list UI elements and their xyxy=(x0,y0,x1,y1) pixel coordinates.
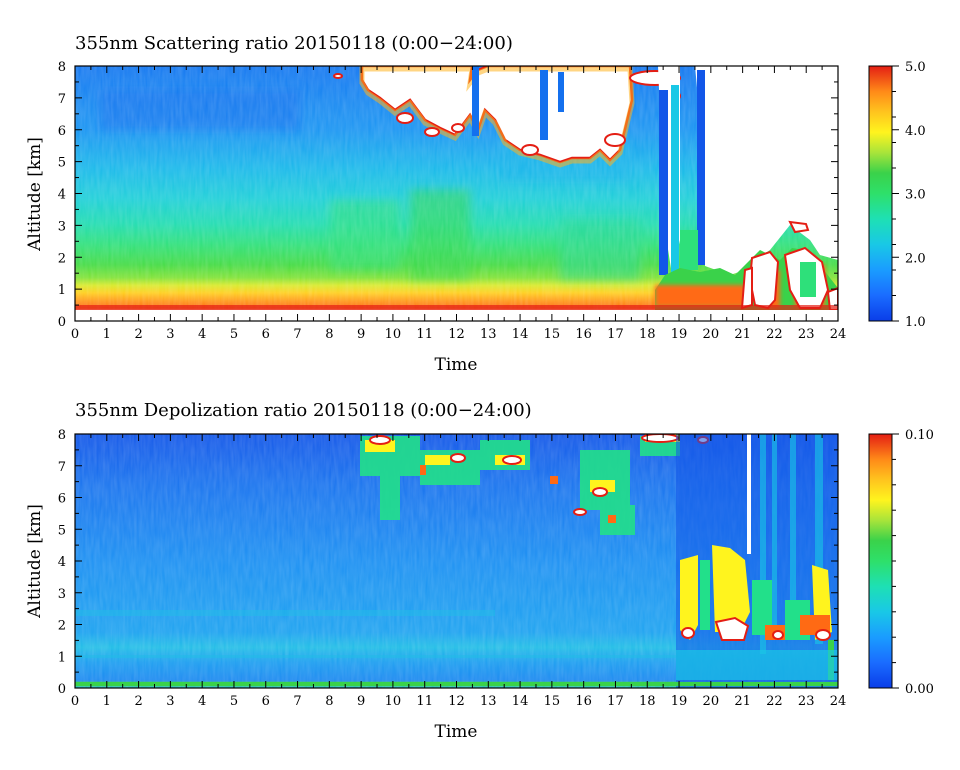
depolarization-colorbar-ticks: 0.00 0.10 xyxy=(892,428,934,697)
x-tick-label: 10 xyxy=(385,327,402,342)
y-tick-label: 2 xyxy=(58,619,66,634)
x-tick-label: 16 xyxy=(575,694,592,709)
x-tick-label: 3 xyxy=(166,327,174,342)
x-tick-label: 13 xyxy=(480,694,497,709)
x-tick-label: 0 xyxy=(71,694,79,709)
y-tick-label: 3 xyxy=(58,219,66,234)
x-tick-label: 22 xyxy=(766,694,783,709)
x-tick-label: 2 xyxy=(134,327,142,342)
cirrus-depol xyxy=(360,434,709,535)
y-tick-label: 1 xyxy=(58,283,66,298)
x-tick-label: 16 xyxy=(575,327,592,342)
scattering-colorbar-ticks: 1.0 2.0 3.0 4.0 5.0 xyxy=(892,60,926,330)
x-tick-label: 1 xyxy=(103,327,111,342)
x-tick-label: 23 xyxy=(798,694,815,709)
x-tick-label: 21 xyxy=(734,694,751,709)
x-tick-label: 20 xyxy=(703,694,720,709)
colorbar-tick-label: 5.0 xyxy=(905,60,926,75)
x-tick-label: 18 xyxy=(639,327,656,342)
x-tick-label: 13 xyxy=(480,327,497,342)
y-tick-label: 6 xyxy=(58,124,66,139)
scattering-x-label: Time xyxy=(435,355,478,375)
y-tick-label: 2 xyxy=(58,251,66,266)
x-tick-label: 24 xyxy=(830,694,847,709)
x-tick-label: 14 xyxy=(512,694,529,709)
x-tick-label: 20 xyxy=(703,327,720,342)
y-tick-label: 1 xyxy=(58,650,66,665)
no-signal-region xyxy=(632,66,838,280)
x-tick-label: 10 xyxy=(385,694,402,709)
x-tick-label: 22 xyxy=(766,327,783,342)
y-tick-label: 0 xyxy=(58,315,66,330)
cirrus-cloud xyxy=(333,66,681,168)
x-tick-label: 7 xyxy=(293,327,301,342)
depolarization-y-label: Altitude [km] xyxy=(25,504,45,619)
x-tick-label: 8 xyxy=(325,327,333,342)
x-tick-label: 5 xyxy=(230,694,238,709)
x-tick-label: 21 xyxy=(734,327,751,342)
scattering-axes: 0 1 2 3 4 5 6 7 8 9 10 11 12 13 14 15 16 17 18 19 20 21 22 23 24… xyxy=(58,60,847,342)
x-tick-label: 19 xyxy=(671,694,688,709)
y-tick-label: 6 xyxy=(58,492,66,507)
scattering-y-label: Altitude [km] xyxy=(25,137,45,252)
x-tick-label: 14 xyxy=(512,327,529,342)
depolarization-panel: 355nm Depolization ratio 20150118 (0:00−… xyxy=(25,400,934,742)
y-tick-label: 8 xyxy=(58,60,66,75)
depolarization-heatmap xyxy=(75,434,838,688)
y-tick-label: 7 xyxy=(58,460,66,475)
scattering-panel: 355nm Scattering ratio 20150118 (0:00−24… xyxy=(25,33,926,375)
y-tick-label: 8 xyxy=(58,428,66,443)
y-tick-label: 3 xyxy=(58,587,66,602)
x-tick-label: 12 xyxy=(448,694,465,709)
x-tick-label: 4 xyxy=(198,327,206,342)
y-tick-label: 0 xyxy=(58,682,66,697)
x-tick-label: 23 xyxy=(798,327,815,342)
x-tick-label: 3 xyxy=(166,694,174,709)
x-tick-label: 2 xyxy=(134,694,142,709)
scattering-colorbar xyxy=(868,65,893,322)
x-tick-label: 17 xyxy=(607,327,624,342)
scattering-title: 355nm Scattering ratio 20150118 (0:00−24… xyxy=(75,33,513,54)
y-tick-label: 5 xyxy=(58,156,66,171)
y-tick-label: 4 xyxy=(58,188,66,203)
x-tick-label: 11 xyxy=(416,327,433,342)
x-tick-label: 9 xyxy=(357,327,365,342)
depolarization-x-label: Time xyxy=(435,722,478,742)
y-tick-label: 7 xyxy=(58,92,66,107)
y-tick-label: 4 xyxy=(58,555,66,570)
depolarization-colorbar xyxy=(868,433,893,689)
colorbar-tick-label: 4.0 xyxy=(905,124,926,139)
x-tick-label: 11 xyxy=(416,694,433,709)
x-tick-label: 18 xyxy=(639,694,656,709)
x-tick-label: 12 xyxy=(448,327,465,342)
x-tick-label: 5 xyxy=(230,327,238,342)
depolarization-title: 355nm Depolization ratio 20150118 (0:00−… xyxy=(75,400,532,421)
x-tick-label: 17 xyxy=(607,694,624,709)
x-tick-label: 9 xyxy=(357,694,365,709)
x-tick-label: 15 xyxy=(544,327,561,342)
x-tick-label: 1 xyxy=(103,694,111,709)
colorbar-tick-label: 0.00 xyxy=(905,682,934,697)
x-tick-label: 0 xyxy=(71,327,79,342)
colorbar-tick-label: 1.0 xyxy=(905,315,926,330)
x-tick-label: 7 xyxy=(293,694,301,709)
low-cloud-region xyxy=(655,220,838,312)
y-tick-label: 5 xyxy=(58,523,66,538)
colorbar-tick-label: 3.0 xyxy=(905,188,926,203)
colorbar-tick-label: 2.0 xyxy=(905,251,926,266)
colorbar-tick-label: 0.10 xyxy=(905,428,934,443)
x-tick-label: 15 xyxy=(544,694,561,709)
x-tick-label: 6 xyxy=(262,327,270,342)
x-tick-label: 19 xyxy=(671,327,688,342)
x-tick-label: 4 xyxy=(198,694,206,709)
depolarization-axes: 0 1 2 3 4 5 6 7 8 9 10 11 12 13 14 15 16 17 18 19 20 21 22 23 24… xyxy=(58,428,847,709)
x-tick-label: 24 xyxy=(830,327,847,342)
right-side-columns xyxy=(676,434,838,688)
scattering-heatmap xyxy=(75,66,838,321)
x-tick-label: 8 xyxy=(325,694,333,709)
x-tick-label: 6 xyxy=(262,694,270,709)
